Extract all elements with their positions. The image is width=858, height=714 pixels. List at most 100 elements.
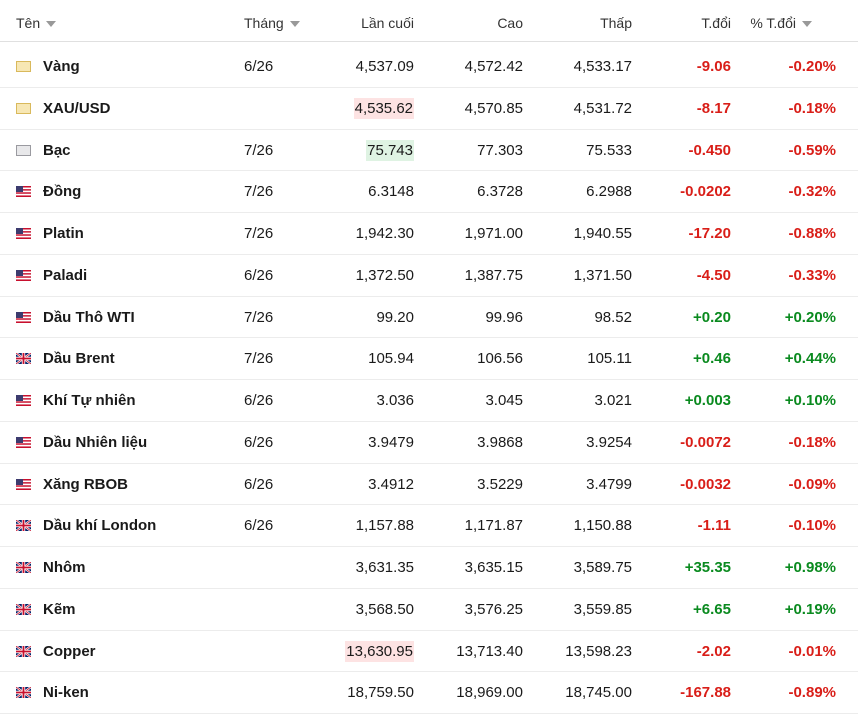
name[interactable]: Đồng: [43, 183, 82, 201]
change-pct: -0.88%: [788, 225, 836, 242]
name[interactable]: Nhôm: [43, 559, 86, 576]
column-header[interactable]: Cao: [497, 0, 523, 46]
change-pct: -0.59%: [788, 141, 836, 159]
month: 6/26: [244, 392, 274, 409]
sort-arrow[interactable]: [802, 21, 812, 28]
header-label[interactable]: Tháng: [244, 15, 284, 31]
column-header[interactable]: T.đổi: [701, 0, 731, 46]
table-row[interactable]: Dầu Nhiên liệu 6/26 3.9479 3.9868 3.9254 -0.0…: [0, 422, 858, 464]
column-header[interactable]: Tên: [16, 0, 57, 46]
flag-icon: [16, 186, 31, 198]
column-header[interactable]: % T.đổi: [750, 0, 812, 46]
price-flash: 4,535.62: [353, 97, 414, 119]
last: 4,535.62: [353, 88, 414, 130]
flag-icon: [16, 520, 31, 532]
header-label[interactable]: % T.đổi: [750, 15, 796, 31]
name[interactable]: Vàng: [43, 58, 80, 75]
header-label[interactable]: Lần cuối: [361, 15, 414, 31]
last: 18,759.50: [347, 684, 414, 702]
low: 18,745.00: [565, 684, 632, 702]
change: -9.06: [696, 58, 731, 75]
table-row[interactable]: Bạc 7/26 75.743 77.303 75.533 -0.450 -0.59%: [0, 130, 858, 172]
table-row[interactable]: Copper 13,630.95 13,713.40 13,598.23 -2.02 -0…: [0, 631, 858, 673]
low: 98.52: [594, 308, 632, 326]
table-row[interactable]: Ni-ken 18,759.50 18,969.00 18,745.00 -167.88…: [0, 672, 858, 714]
low: 3,559.85: [573, 600, 632, 618]
high: 3,635.15: [464, 559, 523, 576]
high: 1,387.75: [464, 266, 523, 284]
sort-arrow[interactable]: [289, 21, 300, 28]
last: 4,537.09: [355, 58, 414, 75]
name[interactable]: Paladi: [43, 266, 88, 284]
month: 7/26: [244, 225, 274, 242]
change: +0.003: [684, 392, 731, 409]
header-label[interactable]: Thấp: [600, 15, 632, 31]
high: 4,570.85: [464, 99, 523, 117]
month: 6/26: [244, 266, 274, 284]
high: 77.303: [477, 141, 523, 159]
table-row[interactable]: Xăng RBOB 6/26 3.4912 3.5229 3.4799 -0.0032 -0…: [0, 464, 858, 506]
column-header[interactable]: Lần cuối: [361, 0, 414, 46]
table-row[interactable]: Dầu Brent 7/26 105.94 106.56 105.11 +0.46 +0.4…: [0, 338, 858, 380]
change: -4.50: [696, 266, 731, 284]
header-label[interactable]: Tên: [16, 15, 41, 31]
last: 3.4912: [368, 475, 414, 493]
table-row[interactable]: Dầu Thô WTI 7/26 99.20 99.96 98.52 +0.20 +0.20…: [0, 297, 858, 339]
low: 3.4799: [586, 475, 632, 493]
change: +35.35: [684, 559, 731, 576]
name[interactable]: Platin: [43, 225, 84, 242]
flag-icon: [16, 102, 31, 114]
header-label[interactable]: Cao: [497, 15, 523, 31]
change-pct: +0.10%: [784, 392, 836, 409]
month: 6/26: [244, 517, 274, 535]
table-row[interactable]: Dầu khí London 6/26 1,157.88 1,171.87 1,150.…: [0, 505, 858, 547]
last: 75.743: [366, 130, 414, 172]
change-pct: -0.09%: [788, 475, 836, 493]
change: -8.17: [696, 99, 731, 117]
column-header[interactable]: Thấp: [600, 0, 632, 46]
name[interactable]: Dầu Brent: [43, 350, 115, 368]
name[interactable]: Copper: [43, 642, 96, 660]
high: 13,713.40: [456, 642, 523, 660]
last: 3,631.35: [355, 559, 414, 576]
header-label[interactable]: T.đổi: [701, 15, 731, 31]
table-row[interactable]: Kẽm 3,568.50 3,576.25 3,559.85 +6.65 +0.19%: [0, 589, 858, 631]
name[interactable]: Ni-ken: [43, 684, 89, 702]
header-row: Tên Tháng Lần cuối Cao Thấp T.đổi % T.đổi: [0, 0, 858, 42]
name[interactable]: Dầu khí London: [43, 517, 157, 535]
name[interactable]: Dầu Thô WTI: [43, 308, 135, 326]
flag-icon: [16, 478, 31, 490]
column-header[interactable]: Tháng: [244, 0, 300, 46]
sort-arrow[interactable]: [46, 21, 57, 28]
flag-icon: [16, 603, 31, 615]
table-row[interactable]: Paladi 6/26 1,372.50 1,387.75 1,371.50 -4.50 -…: [0, 255, 858, 297]
name[interactable]: Kẽm: [43, 600, 76, 618]
low: 1,940.55: [573, 225, 632, 242]
change-pct: -0.01%: [788, 642, 836, 660]
high: 3.9868: [477, 433, 523, 451]
name[interactable]: Dầu Nhiên liệu: [43, 433, 148, 451]
table-row[interactable]: Vàng 6/26 4,537.09 4,572.42 4,533.17 -9.06 -0.…: [0, 46, 858, 88]
name[interactable]: Khí Tự nhiên: [43, 392, 136, 409]
low: 3.021: [594, 392, 632, 409]
table-row[interactable]: Đồng 7/26 6.3148 6.3728 6.2988 -0.0202 -0.32%: [0, 171, 858, 213]
table-row[interactable]: Platin 7/26 1,942.30 1,971.00 1,940.55 -17.20…: [0, 213, 858, 255]
name[interactable]: Bạc: [43, 141, 71, 159]
flag-icon: [16, 228, 31, 239]
name[interactable]: Xăng RBOB: [43, 475, 129, 493]
table-row[interactable]: XAU/USD 4,535.62 4,570.85 4,531.72 -8.17 -0.1…: [0, 88, 858, 130]
change: -1.11: [697, 517, 731, 535]
last: 3.9479: [368, 433, 414, 451]
change: -0.0032: [680, 475, 731, 493]
change: -2.02: [696, 642, 731, 660]
flag-icon: [16, 269, 31, 281]
name[interactable]: XAU/USD: [43, 99, 111, 117]
change: -0.450: [688, 141, 731, 159]
change-pct: +0.98%: [784, 559, 836, 576]
high: 4,572.42: [464, 58, 523, 75]
table-row[interactable]: Khí Tự nhiên 6/26 3.036 3.045 3.021 +0.003 +0.…: [0, 380, 858, 422]
table-row[interactable]: Nhôm 3,631.35 3,635.15 3,589.75 +35.35 +0.98%: [0, 547, 858, 589]
month: 7/26: [244, 183, 274, 201]
